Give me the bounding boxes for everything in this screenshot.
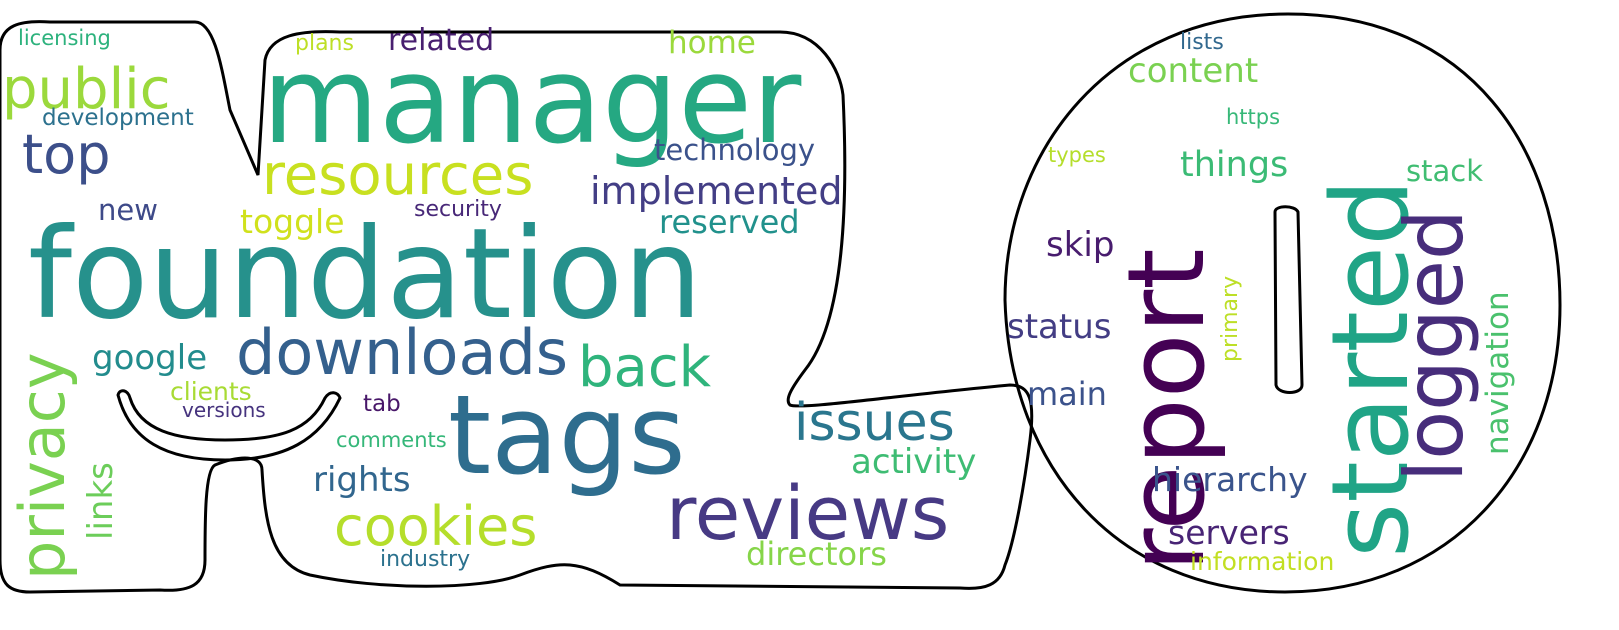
word-reserved: reserved: [659, 203, 800, 241]
word-issues: issues: [794, 393, 955, 453]
word-reviews: reviews: [666, 471, 950, 557]
word-downloads: downloads: [236, 316, 569, 389]
word-back: back: [578, 335, 712, 400]
word-tab: tab: [363, 391, 401, 417]
word-foundation: foundation: [28, 202, 703, 347]
word-lists: lists: [1180, 30, 1224, 55]
word-primary: primary: [1218, 275, 1243, 362]
word-security: security: [414, 197, 502, 222]
word-logged: logged: [1388, 209, 1481, 482]
word-versions: versions: [182, 398, 266, 422]
word-related: related: [388, 23, 495, 58]
word-content: content: [1128, 51, 1259, 91]
word-plans: plans: [295, 31, 354, 56]
word-types: types: [1048, 143, 1106, 167]
word-implemented: implemented: [590, 169, 843, 213]
word-comments: comments: [336, 428, 447, 452]
word-status: status: [1007, 307, 1112, 347]
word-google: google: [92, 338, 208, 378]
outline-right-circle: [1003, 12, 1562, 594]
outline-left-inner-loop: [116, 389, 342, 462]
word-rights: rights: [313, 460, 411, 500]
word-licensing: licensing: [18, 26, 111, 50]
word-skip: skip: [1046, 225, 1115, 265]
word-manager: manager: [262, 32, 802, 171]
word-toggle: toggle: [240, 202, 345, 241]
outline-left-shape: [0, 20, 1034, 594]
word-public: public: [2, 57, 171, 122]
word-navigation: navigation: [1480, 291, 1516, 455]
word-links: links: [81, 462, 121, 540]
word-privacy: privacy: [6, 352, 79, 580]
word-https: https: [1226, 105, 1281, 129]
word-home: home: [668, 25, 756, 61]
word-tags: tags: [448, 371, 686, 499]
word-main: main: [1027, 375, 1107, 413]
word-development: development: [42, 105, 194, 131]
word-cookies: cookies: [334, 495, 538, 558]
word-technology: technology: [654, 133, 816, 167]
outline-right-inner-bar: [1273, 205, 1304, 394]
word-clients: clients: [170, 377, 252, 406]
word-hierarchy: hierarchy: [1152, 460, 1308, 499]
word-information: information: [1190, 547, 1335, 576]
word-activity: activity: [851, 442, 977, 482]
word-stack: stack: [1406, 154, 1483, 188]
word-top: top: [22, 123, 111, 186]
word-industry: industry: [380, 547, 471, 572]
word-things: things: [1180, 145, 1289, 185]
word-servers: servers: [1168, 513, 1290, 552]
word-resources: resources: [262, 143, 534, 208]
word-new: new: [98, 193, 158, 227]
word-directors: directors: [746, 535, 887, 573]
